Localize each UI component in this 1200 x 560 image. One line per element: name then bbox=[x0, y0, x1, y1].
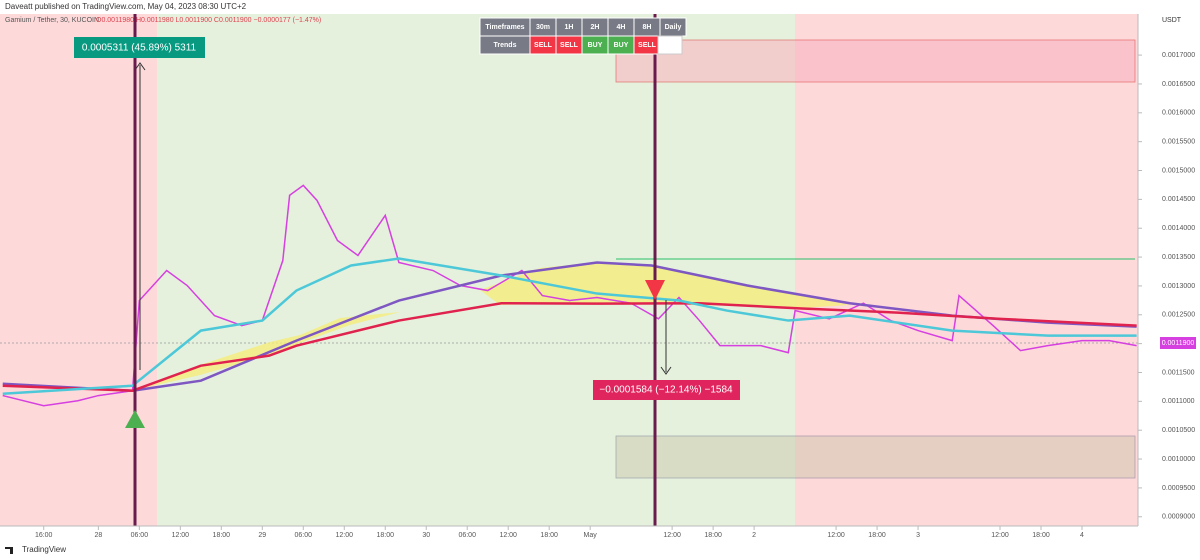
plot bbox=[2, 184, 1137, 407]
ticks: 0.0009000 0.0009500 0.0010000 0.0010500 0.00… bbox=[35, 52, 1195, 539]
ma-fill bbox=[480, 262, 850, 308]
y-tick-label: 0.0009500 bbox=[1162, 485, 1195, 492]
publisher: Daveatt published on TradingView.com, Ma… bbox=[5, 2, 247, 11]
y-tick-label: 0.0015500 bbox=[1162, 138, 1195, 145]
short-label: −0.0001584 (−12.14%) −1584 bbox=[599, 385, 733, 396]
x-tick-label: 3 bbox=[916, 532, 920, 539]
x-tick-label: 30 bbox=[422, 532, 430, 539]
y-tick-label: 0.0013500 bbox=[1162, 254, 1195, 261]
x-tick-label: 18:00 bbox=[704, 532, 722, 539]
y-tick-label: 0.0011000 bbox=[1162, 398, 1195, 405]
table-header: Timeframes bbox=[485, 24, 524, 31]
table-value: SELL bbox=[560, 42, 579, 49]
logo bbox=[5, 547, 13, 554]
empty-cell bbox=[657, 35, 683, 55]
y-tick-label: 0.0012500 bbox=[1162, 312, 1195, 319]
table-value: SELL bbox=[534, 42, 553, 49]
x-tick-label: 12:00 bbox=[663, 532, 681, 539]
footer: TradingView bbox=[22, 545, 66, 554]
last-price: 0.0011900 bbox=[1162, 340, 1195, 347]
table-value: Trends bbox=[494, 42, 517, 49]
time-axis bbox=[0, 526, 1138, 560]
table-header: 1H bbox=[565, 24, 574, 31]
x-tick-label: 18:00 bbox=[540, 532, 558, 539]
y-tick-label: 0.0010500 bbox=[1162, 427, 1195, 434]
y-tick-label: 0.0011500 bbox=[1162, 369, 1195, 376]
header-bar bbox=[0, 0, 1200, 14]
table-header: 4H bbox=[617, 24, 626, 31]
sell-zone bbox=[0, 14, 157, 526]
y-tick-label: 0.0016500 bbox=[1162, 81, 1195, 88]
price-line bbox=[2, 301, 1137, 392]
long-label: 0.0005311 (45.89%) 5311 bbox=[82, 43, 197, 54]
x-tick-label: 06:00 bbox=[295, 532, 313, 539]
x-tick-label: 06:00 bbox=[458, 532, 476, 539]
short-label-box bbox=[593, 380, 740, 400]
symbol: Gamium / Tether, 30, KUCOIN bbox=[5, 17, 99, 24]
x-tick-label: 12:00 bbox=[336, 532, 354, 539]
unit: USDT bbox=[1162, 17, 1182, 24]
y-tick-label: 0.0017000 bbox=[1162, 52, 1195, 59]
table-header: 30m bbox=[536, 24, 550, 31]
table-value: SELL bbox=[638, 42, 657, 49]
x-tick-label: 12:00 bbox=[172, 532, 190, 539]
table-header: 2H bbox=[591, 24, 600, 31]
price-axis bbox=[1138, 0, 1200, 560]
long-label-box bbox=[74, 37, 205, 58]
y-tick-label: 0.0015000 bbox=[1162, 167, 1195, 174]
x-tick-label: 18:00 bbox=[1032, 532, 1050, 539]
y-tick-label: 0.0010000 bbox=[1162, 456, 1195, 463]
target-box bbox=[615, 39, 1136, 83]
x-tick-label: 4 bbox=[1080, 532, 1084, 539]
sell-zone bbox=[795, 14, 1138, 526]
arrow-head bbox=[660, 366, 672, 375]
stop-box bbox=[615, 435, 1136, 479]
y-tick-label: 0.0016000 bbox=[1162, 110, 1195, 117]
x-tick-label: 16:00 bbox=[35, 532, 53, 539]
buy-signal bbox=[125, 410, 145, 428]
table-value: BUY bbox=[614, 42, 629, 49]
y-tick-label: 0.0009000 bbox=[1162, 514, 1195, 521]
y-tick-label: 0.0014500 bbox=[1162, 196, 1195, 203]
trend-table: Timeframes 30m 1H 2H 4H 8H Daily Trends SELL SELL… bbox=[479, 17, 687, 55]
price-line bbox=[2, 184, 1137, 407]
y-tick-label: 0.0014000 bbox=[1162, 225, 1195, 232]
x-tick-label: 18:00 bbox=[868, 532, 886, 539]
last-price-box bbox=[1160, 337, 1196, 349]
sell-signal bbox=[645, 280, 665, 300]
x-tick-label: 29 bbox=[258, 532, 266, 539]
x-tick-label: 12:00 bbox=[499, 532, 517, 539]
price-line bbox=[2, 257, 1137, 395]
ohlc: O0.0011980 H0.0011980 L0.0011900 C0.0011… bbox=[96, 17, 321, 24]
table-value: BUY bbox=[588, 42, 603, 49]
table-header: 8H bbox=[643, 24, 652, 31]
x-tick-label: 12:00 bbox=[991, 532, 1009, 539]
x-tick-label: May bbox=[584, 532, 598, 539]
y-tick-label: 0.0013000 bbox=[1162, 283, 1195, 290]
x-tick-label: 28 bbox=[94, 532, 102, 539]
ma-fill bbox=[135, 312, 400, 390]
x-tick-label: 12:00 bbox=[827, 532, 845, 539]
table-header: Daily bbox=[665, 24, 682, 31]
x-tick-label: 18:00 bbox=[213, 532, 231, 539]
x-tick-label: 06:00 bbox=[131, 532, 149, 539]
arrow-head bbox=[134, 62, 146, 71]
x-tick-label: 18:00 bbox=[376, 532, 394, 539]
x-tick-label: 2 bbox=[752, 532, 756, 539]
buy-zone bbox=[157, 14, 795, 526]
